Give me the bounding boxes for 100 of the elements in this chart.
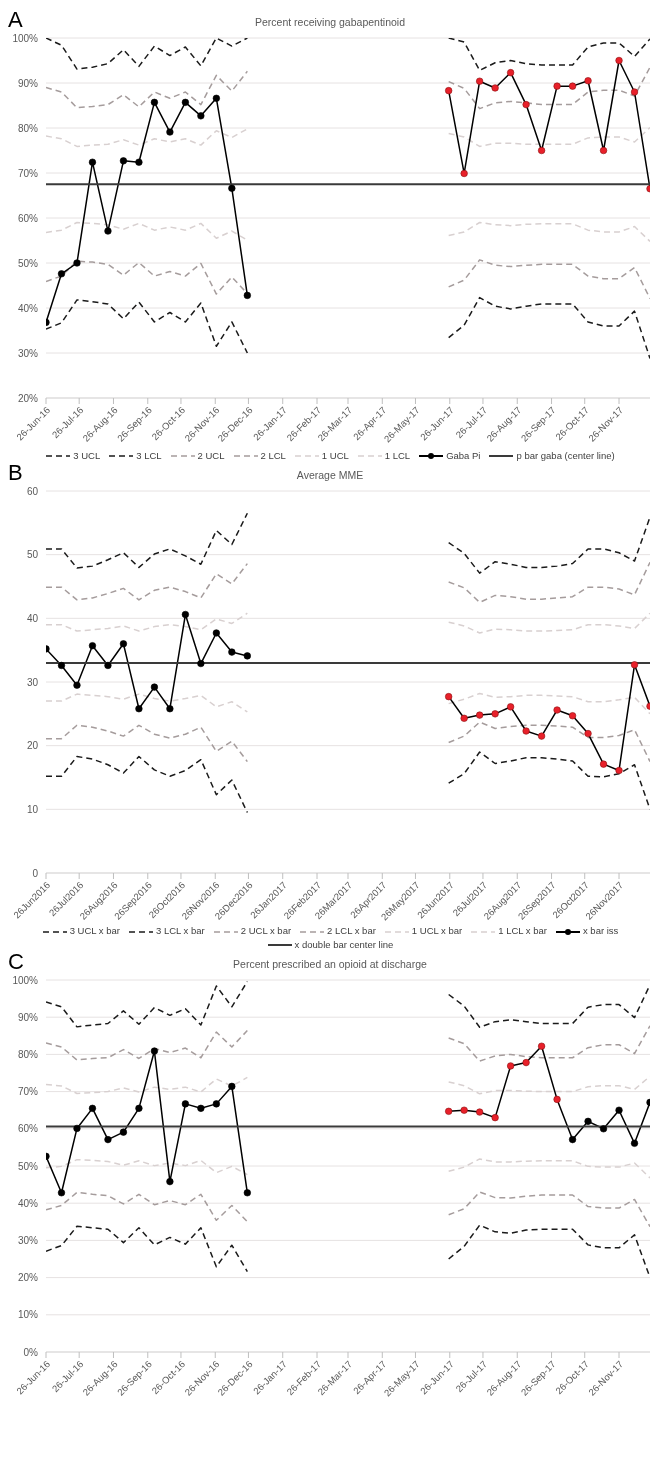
legend-label: 3 LCL (136, 450, 162, 461)
point (460, 715, 468, 723)
point (615, 56, 623, 65)
y-tick-label: 100% (12, 975, 39, 986)
point (507, 69, 515, 77)
point (630, 1140, 639, 1148)
point (57, 270, 66, 278)
y-tick-label: 90% (17, 1012, 39, 1024)
point (135, 158, 143, 166)
point (553, 82, 561, 90)
point (522, 101, 530, 109)
point (460, 1107, 468, 1115)
point (491, 84, 499, 92)
y-tick-label: 30% (17, 1235, 39, 1247)
point (243, 652, 251, 660)
point (243, 291, 251, 299)
point (104, 662, 112, 670)
legend-label: Gaba Pi (446, 450, 481, 461)
y-tick-label: 90% (17, 77, 39, 89)
point (537, 1043, 546, 1051)
y-tick-label: 20% (17, 1272, 39, 1284)
point (119, 157, 128, 165)
y-tick-label: 10 (26, 804, 39, 816)
point (104, 227, 112, 235)
point (507, 703, 515, 711)
point (630, 88, 639, 96)
point (599, 761, 608, 769)
point (584, 730, 592, 738)
point (522, 727, 530, 736)
point (57, 662, 66, 670)
y-tick-label: 70% (17, 167, 39, 179)
point (228, 648, 236, 657)
point (460, 169, 468, 178)
point (630, 661, 639, 669)
point (181, 1100, 189, 1108)
y-tick-label: 0% (23, 1347, 39, 1358)
point (166, 1178, 174, 1186)
chart-title: Average MME (296, 469, 364, 482)
legend-label: 2 UCL (197, 450, 225, 461)
point (197, 112, 205, 120)
chart-title: Percent prescribed an opioid at discharge (233, 958, 427, 971)
point (445, 87, 453, 95)
y-tick-label: 40 (26, 613, 39, 625)
point (73, 259, 81, 267)
point (522, 1059, 530, 1067)
y-tick-label: 20 (26, 740, 39, 752)
point (537, 146, 546, 155)
legend-label: 3 UCL x bar (69, 925, 120, 937)
point (119, 1129, 128, 1137)
point (88, 158, 97, 166)
point (104, 1136, 112, 1144)
point (476, 77, 484, 85)
legend-label: 2 LCL (260, 450, 286, 461)
point (181, 98, 189, 106)
chart-title: Percent receiving gabapentinoid (254, 16, 406, 28)
legend-label: 2 LCL x bar (327, 925, 376, 937)
point (181, 611, 189, 619)
y-tick-label: 60% (17, 212, 39, 224)
point (88, 642, 97, 650)
point (615, 1107, 623, 1115)
legend-label: 1 LCL (384, 450, 411, 461)
legend-label: 1 UCL (321, 450, 349, 461)
point (197, 1105, 205, 1113)
point (476, 711, 484, 720)
point (228, 184, 236, 192)
legend-label: 2 UCL x bar (240, 925, 292, 937)
point (212, 94, 220, 102)
point (73, 1125, 81, 1133)
point (57, 1189, 66, 1197)
legend-label: x bar iss (582, 925, 619, 937)
legend-label: p bar gaba (center line) (516, 450, 615, 461)
point (445, 1108, 453, 1116)
point (599, 146, 608, 155)
text: A (8, 7, 23, 32)
point (476, 1108, 484, 1117)
point (491, 710, 499, 718)
y-tick-label: 20% (17, 392, 39, 404)
point (166, 128, 174, 136)
point (150, 683, 159, 692)
point (553, 1096, 561, 1104)
point (445, 693, 453, 701)
point (568, 712, 577, 720)
point (135, 705, 143, 713)
point (491, 1114, 499, 1122)
point (553, 706, 561, 715)
point (228, 1083, 236, 1091)
text: B (8, 460, 23, 486)
y-tick-label: 100% (12, 32, 39, 44)
y-tick-label: 70% (17, 1086, 39, 1098)
text: C (8, 949, 24, 975)
y-tick-label: 40% (17, 1198, 39, 1210)
point (243, 1189, 251, 1197)
y-tick-label: 40% (17, 302, 39, 314)
legend-label: 3 LCL x bar (155, 925, 205, 937)
point (568, 1136, 577, 1144)
y-tick-label: 0 (32, 868, 39, 880)
point (507, 1062, 515, 1070)
point (150, 1047, 159, 1056)
y-tick-label: 50% (17, 257, 39, 269)
y-tick-label: 80% (17, 122, 39, 134)
